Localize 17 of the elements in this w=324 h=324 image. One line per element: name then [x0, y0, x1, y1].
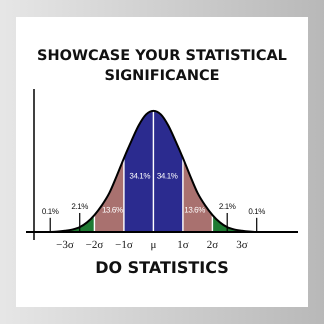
chart-title: SHOWCASE YOUR STATISTICAL SIGNIFICANCE	[37, 48, 287, 84]
x-tick-label: μ	[150, 238, 157, 251]
x-tick-label: 3σ	[236, 238, 248, 251]
x-tick-label: −1σ	[115, 238, 133, 251]
annotation: 34.1%	[156, 172, 178, 181]
x-tick-label: 1σ	[177, 238, 189, 251]
annotation: 0.1%	[42, 206, 59, 216]
x-tick-label: −2σ	[86, 238, 104, 251]
annotation: 34.1%	[129, 172, 150, 181]
annotation: 2.1%	[218, 202, 236, 211]
annotation: 0.1%	[248, 206, 266, 216]
x-tick-label: −3σ	[56, 238, 74, 251]
text: DO STATISTICS	[95, 258, 229, 277]
annotation: 13.6%	[184, 206, 206, 215]
annotation: 2.1%	[71, 202, 88, 211]
annotation: 13.6%	[102, 206, 123, 215]
x-tick-label: 2σ	[206, 238, 218, 251]
